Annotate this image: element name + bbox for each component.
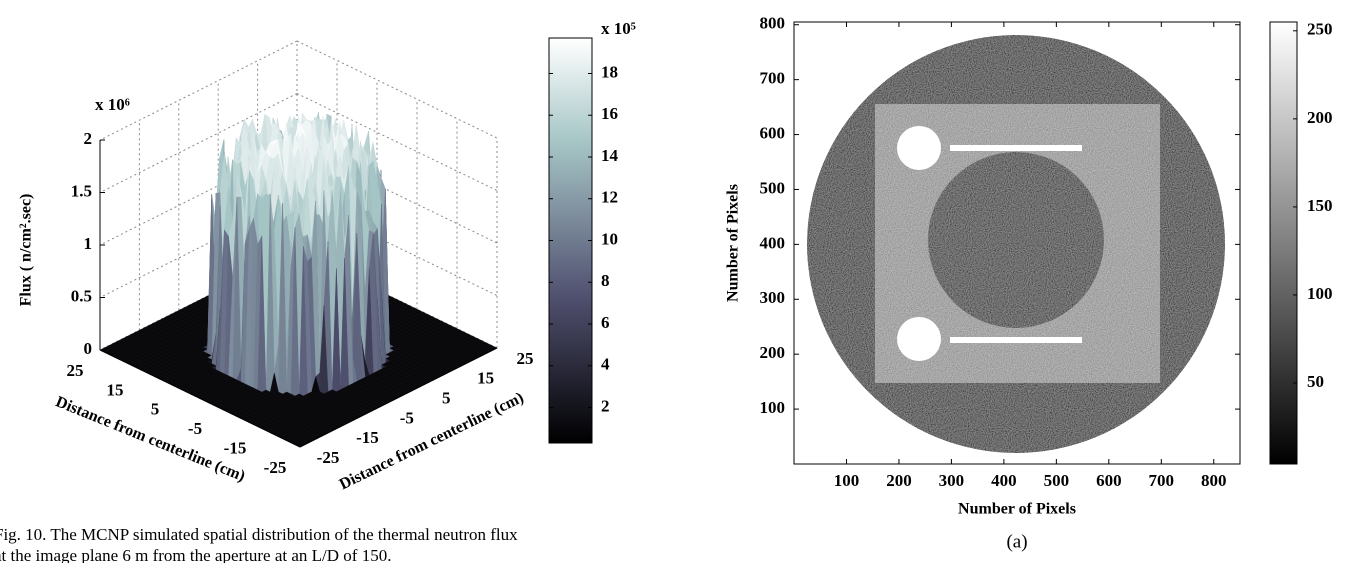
inner-disk (928, 152, 1104, 328)
x-axis-label: Number of Pixels (958, 501, 1076, 518)
y-tick-label: 300 (760, 288, 786, 307)
grid-line (296, 198, 498, 296)
colorbar-tick-label: 2 (601, 396, 610, 415)
axis-line (299, 347, 498, 448)
colorbar-tick-label: 18 (601, 62, 618, 81)
z-tick-label: 1 (84, 234, 93, 253)
image-content (807, 35, 1225, 453)
z-multiplier: x 10⁶ (95, 95, 130, 114)
caption-line: Fig. 10. The MCNP simulated spatial dist… (0, 525, 518, 544)
x-tick-label: 700 (1149, 471, 1175, 490)
caption-line: at the image plane 6 m from the aperture… (0, 546, 391, 563)
x-tick-label: 5 (151, 400, 160, 419)
axes-frame (793, 21, 1241, 465)
y-tick-label: 15 (477, 369, 494, 388)
colorbar-tick-label: 250 (1307, 20, 1333, 39)
hole (897, 126, 941, 170)
colorbar-multiplier: x 10⁵ (601, 19, 636, 38)
y-tick-label: 100 (760, 398, 786, 417)
z-axis-label: Flux ( n/cm².sec) (18, 194, 35, 307)
y-tick-label: 800 (760, 14, 786, 33)
grid-line (296, 40, 498, 139)
y-tick-label: -25 (317, 448, 340, 467)
x-tick-label: 25 (67, 361, 84, 380)
y-axis-label: Number of Pixels (725, 184, 742, 302)
y-tick-label: 600 (760, 123, 786, 142)
z-tick-label: 0.5 (71, 286, 92, 305)
colorbar-tick-label: 14 (601, 146, 619, 165)
y-tick-label: 400 (760, 233, 786, 252)
z-tick-label: 0 (84, 339, 93, 358)
colorbar-tick-label: 6 (601, 313, 610, 332)
x-tick-label: -5 (188, 419, 202, 438)
x-tick-label: 800 (1201, 471, 1227, 490)
colorbar-tick-label: 4 (601, 355, 610, 374)
colorbar-tick-label: 10 (601, 229, 618, 248)
y-tick-label: -15 (356, 428, 379, 447)
x-tick-label: 500 (1044, 471, 1070, 490)
axis-line (99, 349, 301, 448)
grid-line (296, 93, 498, 191)
z-tick-label: 2 (84, 129, 93, 148)
x-tick-label: 400 (991, 471, 1017, 490)
panel-label: (a) (1006, 531, 1027, 552)
x-tick-label: -15 (224, 439, 247, 458)
x-tick-label: 15 (107, 380, 124, 399)
grid-line (99, 93, 298, 193)
grid-line (296, 145, 498, 244)
colorbar-tick-label: 150 (1307, 196, 1333, 215)
y-tick-label: 500 (760, 178, 786, 197)
y-tick-label: 25 (517, 349, 534, 368)
x-tick-label: 300 (939, 471, 965, 490)
colorbar (548, 37, 593, 444)
x-tick-label: 100 (834, 471, 860, 490)
image (794, 22, 1240, 464)
surface-panel: 0 0.5 1 1.5 2 25 15 5 -5 -15 -25 25 15 5 -5 -15 -25 x 10⁶… (18, 19, 636, 493)
colorbar-tick-label: 200 (1307, 108, 1333, 127)
y-tick-label: 700 (760, 69, 786, 88)
image-axes: 100 200 300 400 500 600 700 800 100 200 300 400 500 6… (760, 14, 1333, 490)
x-tick-label: -25 (264, 458, 287, 477)
slot (950, 337, 1082, 343)
colorbar (1269, 21, 1298, 465)
colorbar-tick-label: 100 (1307, 284, 1333, 303)
z-tick-label: 1.5 (71, 181, 92, 200)
y-tick-label: 5 (442, 389, 451, 408)
surface (99, 112, 498, 448)
colorbar-tick-label: 16 (601, 104, 618, 123)
x-tick-label: 600 (1096, 471, 1122, 490)
y-tick-label: -5 (400, 408, 414, 427)
colorbar-tick-label: 8 (601, 271, 610, 290)
slot (950, 145, 1082, 151)
colorbar-tick-label: 50 (1307, 372, 1324, 391)
y-tick-label: 200 (760, 343, 786, 362)
grid-line (99, 40, 298, 141)
colorbar-tick-label: 12 (601, 188, 618, 207)
x-tick-label: 200 (886, 471, 912, 490)
hole (897, 317, 941, 361)
